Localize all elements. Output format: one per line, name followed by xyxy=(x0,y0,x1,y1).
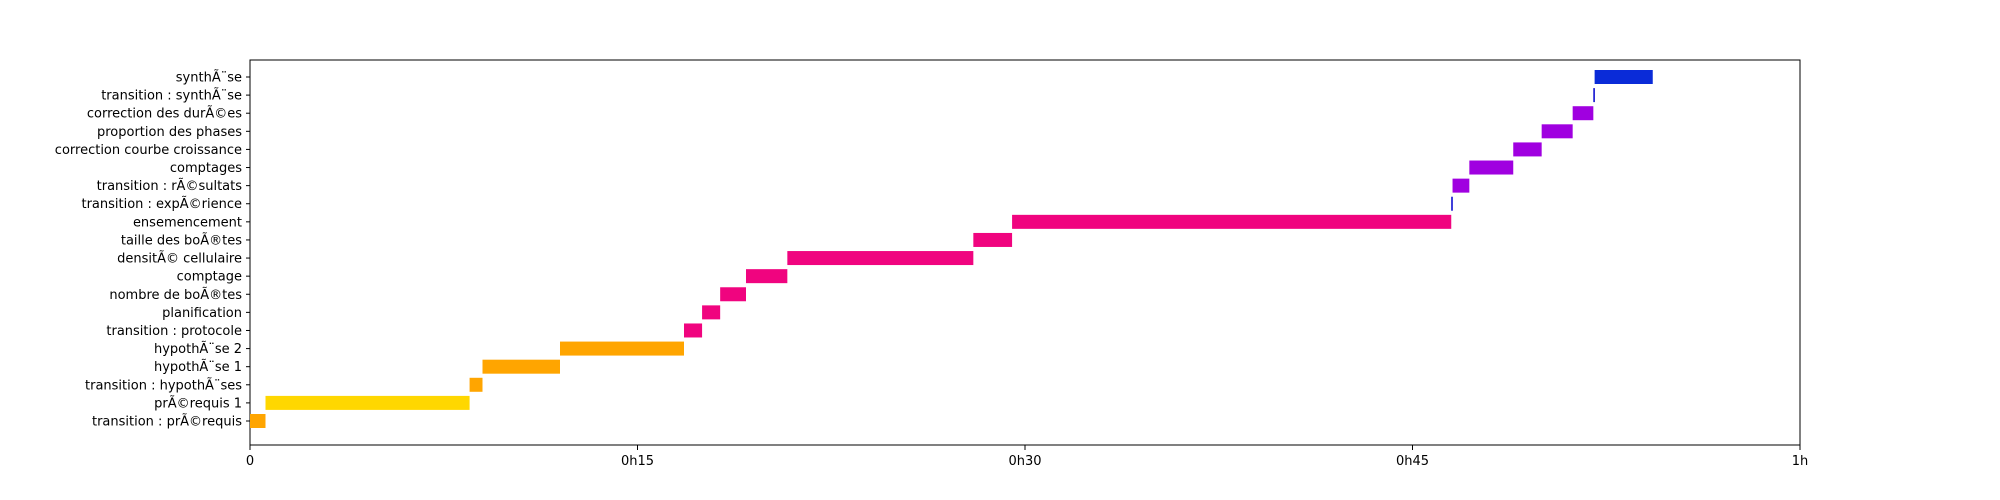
bar-syntha-se xyxy=(1594,70,1653,84)
task-bars xyxy=(250,70,1653,428)
y-label-hypotha-se-1: hypothÃ¨se 1 xyxy=(154,359,242,375)
bar-transition-hypotha-ses xyxy=(469,377,483,392)
x-tick-label-0: 0 xyxy=(246,454,254,469)
y-label-correction-des-dura-es: correction des durÃ©es xyxy=(87,106,242,122)
y-label-comptage: comptage xyxy=(177,270,242,285)
x-tick-label-0h15: 0h15 xyxy=(621,454,654,469)
bar-correction-courbe-croissance xyxy=(1513,142,1542,157)
x-axis-ticks: 0 0h15 0h30 0h45 1h xyxy=(246,445,1808,469)
y-label-planification: planification xyxy=(162,306,242,321)
bar-hypotha-se-1 xyxy=(482,359,560,374)
bar-nombre-de-boa-tes xyxy=(720,287,746,302)
bar-taille-des-boa-tes xyxy=(973,232,1013,247)
bar-transition-ra-sultats xyxy=(1452,178,1470,193)
bar-transition-expa-rience xyxy=(1451,196,1453,211)
bar-pra-requis-1 xyxy=(265,395,470,410)
bar-hypotha-se-2 xyxy=(560,341,684,356)
bar-comptage xyxy=(746,269,788,284)
bar-transition-syntha-se xyxy=(1593,88,1595,103)
y-label-hypotha-se-2: hypothÃ¨se 2 xyxy=(154,341,242,357)
y-label-pra-requis-1: prÃ©requis 1 xyxy=(154,395,242,411)
x-tick-label-0h30: 0h30 xyxy=(1008,454,1041,469)
y-label-transition-ra-sultats: transition : rÃ©sultats xyxy=(97,178,243,194)
y-label-nombre-de-boa-tes: nombre de boÃ®tes xyxy=(109,287,242,303)
y-label-syntha-se: synthÃ¨se xyxy=(176,70,242,86)
bar-proportion-des-phases xyxy=(1541,124,1573,139)
y-axis-labels: transition : prÃ©requis prÃ©requis 1 trans… xyxy=(55,70,250,430)
y-label-taille-des-boa-tes: taille des boÃ®tes xyxy=(121,232,242,248)
bar-correction-des-dura-es xyxy=(1572,106,1594,121)
y-label-correction-courbe-croissance: correction courbe croissance xyxy=(55,143,242,158)
y-label-transition-hypotha-ses: transition : hypothÃ¨ses xyxy=(85,377,242,393)
bar-transition-protocole xyxy=(684,323,703,338)
y-label-comptages: comptages xyxy=(170,161,242,176)
bar-planification xyxy=(702,305,721,320)
plot-frame xyxy=(249,59,1801,446)
y-label-transition-protocole: transition : protocole xyxy=(106,324,242,339)
bar-transition-pra-requis xyxy=(250,414,266,428)
y-label-proportion-des-phases: proportion des phases xyxy=(97,125,242,140)
bar-ensemencement xyxy=(1012,214,1452,229)
y-label-transition-expa-rience: transition : expÃ©rience xyxy=(81,196,242,212)
y-label-ensemencement: ensemencement xyxy=(133,215,242,230)
x-tick-label-0h45: 0h45 xyxy=(1396,454,1429,469)
bar-densita-cellulaire xyxy=(787,251,974,266)
y-label-transition-pra-requis: transition : prÃ©requis xyxy=(92,414,242,430)
x-tick-label-1h: 1h xyxy=(1792,454,1809,469)
y-label-transition-syntha-se: transition : synthÃ¨se xyxy=(101,88,242,104)
bar-comptages xyxy=(1469,160,1514,175)
y-label-densita-cellulaire: densitÃ© cellulaire xyxy=(117,251,242,267)
